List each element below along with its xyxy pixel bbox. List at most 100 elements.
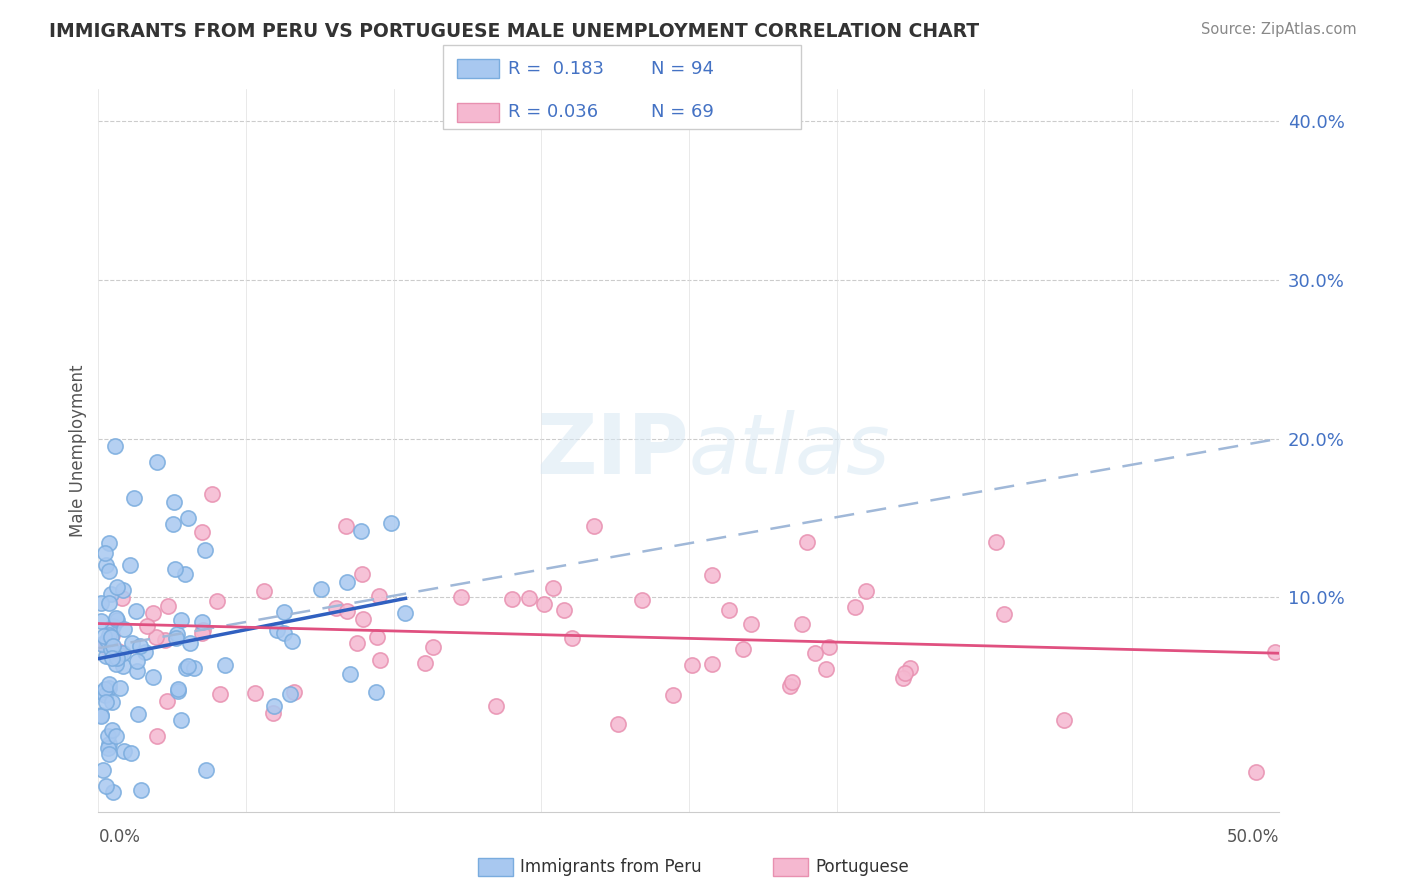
Point bbox=[413, 656, 436, 670]
Point bbox=[394, 606, 416, 620]
Point bbox=[796, 534, 818, 549]
Point bbox=[162, 516, 184, 531]
Point bbox=[91, 763, 114, 777]
Point bbox=[370, 653, 392, 667]
Point bbox=[208, 687, 231, 701]
Point bbox=[335, 604, 357, 618]
Point bbox=[349, 524, 371, 539]
Point bbox=[733, 641, 755, 656]
Point bbox=[346, 636, 368, 650]
Point bbox=[243, 686, 266, 700]
Point bbox=[273, 625, 295, 640]
Point bbox=[450, 590, 472, 604]
Point bbox=[142, 670, 165, 684]
Point bbox=[780, 675, 803, 690]
Point bbox=[583, 519, 606, 533]
Point bbox=[125, 604, 148, 618]
Point bbox=[364, 685, 387, 699]
Point bbox=[120, 746, 142, 760]
Point bbox=[97, 677, 120, 691]
Point bbox=[1244, 764, 1267, 779]
Point bbox=[1052, 713, 1074, 727]
Text: N = 69: N = 69 bbox=[651, 103, 714, 121]
Point bbox=[105, 651, 128, 665]
Point bbox=[804, 646, 827, 660]
Point bbox=[380, 516, 402, 530]
Point bbox=[1264, 645, 1286, 659]
Point bbox=[100, 630, 122, 644]
Point bbox=[127, 707, 149, 722]
Point bbox=[352, 612, 374, 626]
Point bbox=[167, 684, 190, 698]
Point bbox=[779, 678, 801, 692]
Point bbox=[153, 632, 176, 647]
Point bbox=[100, 695, 122, 709]
Point bbox=[108, 681, 131, 695]
Point bbox=[541, 581, 564, 595]
Point bbox=[283, 685, 305, 699]
Point bbox=[311, 582, 333, 596]
Point bbox=[97, 740, 120, 755]
Point bbox=[183, 661, 205, 675]
Point bbox=[94, 546, 117, 560]
Point bbox=[146, 730, 169, 744]
Point bbox=[263, 698, 285, 713]
Point bbox=[844, 600, 866, 615]
Point bbox=[891, 671, 914, 685]
Point bbox=[94, 558, 117, 573]
Point bbox=[205, 594, 228, 608]
Point bbox=[105, 580, 128, 594]
Point bbox=[97, 535, 120, 549]
Point bbox=[166, 627, 188, 641]
Point bbox=[191, 626, 214, 640]
Point bbox=[174, 566, 197, 581]
Point bbox=[325, 600, 347, 615]
Point bbox=[134, 645, 156, 659]
Point bbox=[97, 729, 120, 743]
Point bbox=[262, 706, 284, 721]
Point bbox=[98, 596, 121, 610]
Point bbox=[485, 699, 508, 714]
Point bbox=[101, 723, 124, 737]
Point bbox=[105, 657, 128, 671]
Point bbox=[96, 648, 118, 663]
Point bbox=[700, 567, 723, 582]
Point bbox=[100, 642, 122, 657]
Point bbox=[103, 639, 125, 653]
Point bbox=[553, 603, 575, 617]
Point bbox=[194, 542, 217, 557]
Point bbox=[112, 744, 135, 758]
Point bbox=[335, 519, 357, 533]
Point bbox=[107, 613, 129, 627]
Point bbox=[111, 659, 134, 673]
Point bbox=[170, 713, 193, 727]
Point bbox=[191, 624, 214, 638]
Point bbox=[91, 685, 114, 699]
Text: 0.0%: 0.0% bbox=[98, 828, 141, 846]
Point bbox=[122, 491, 145, 505]
Point bbox=[352, 567, 374, 582]
Text: R = 0.036: R = 0.036 bbox=[508, 103, 598, 121]
Point bbox=[110, 648, 132, 662]
Text: N = 94: N = 94 bbox=[651, 60, 714, 78]
Point bbox=[142, 606, 165, 620]
Y-axis label: Male Unemployment: Male Unemployment bbox=[69, 364, 87, 537]
Point bbox=[157, 599, 180, 613]
Point bbox=[145, 630, 167, 644]
Point bbox=[681, 658, 703, 673]
Point bbox=[855, 584, 877, 599]
Point bbox=[101, 785, 124, 799]
Point bbox=[533, 597, 555, 611]
Point bbox=[91, 637, 114, 651]
Point bbox=[165, 631, 187, 645]
Point bbox=[561, 632, 583, 646]
Point bbox=[98, 681, 121, 696]
Point bbox=[97, 737, 120, 751]
Point bbox=[194, 763, 217, 777]
Point bbox=[104, 440, 127, 454]
Point bbox=[94, 640, 117, 655]
Text: R =  0.183: R = 0.183 bbox=[508, 60, 603, 78]
Point bbox=[281, 634, 304, 648]
Point bbox=[125, 665, 148, 679]
Point bbox=[163, 495, 186, 509]
